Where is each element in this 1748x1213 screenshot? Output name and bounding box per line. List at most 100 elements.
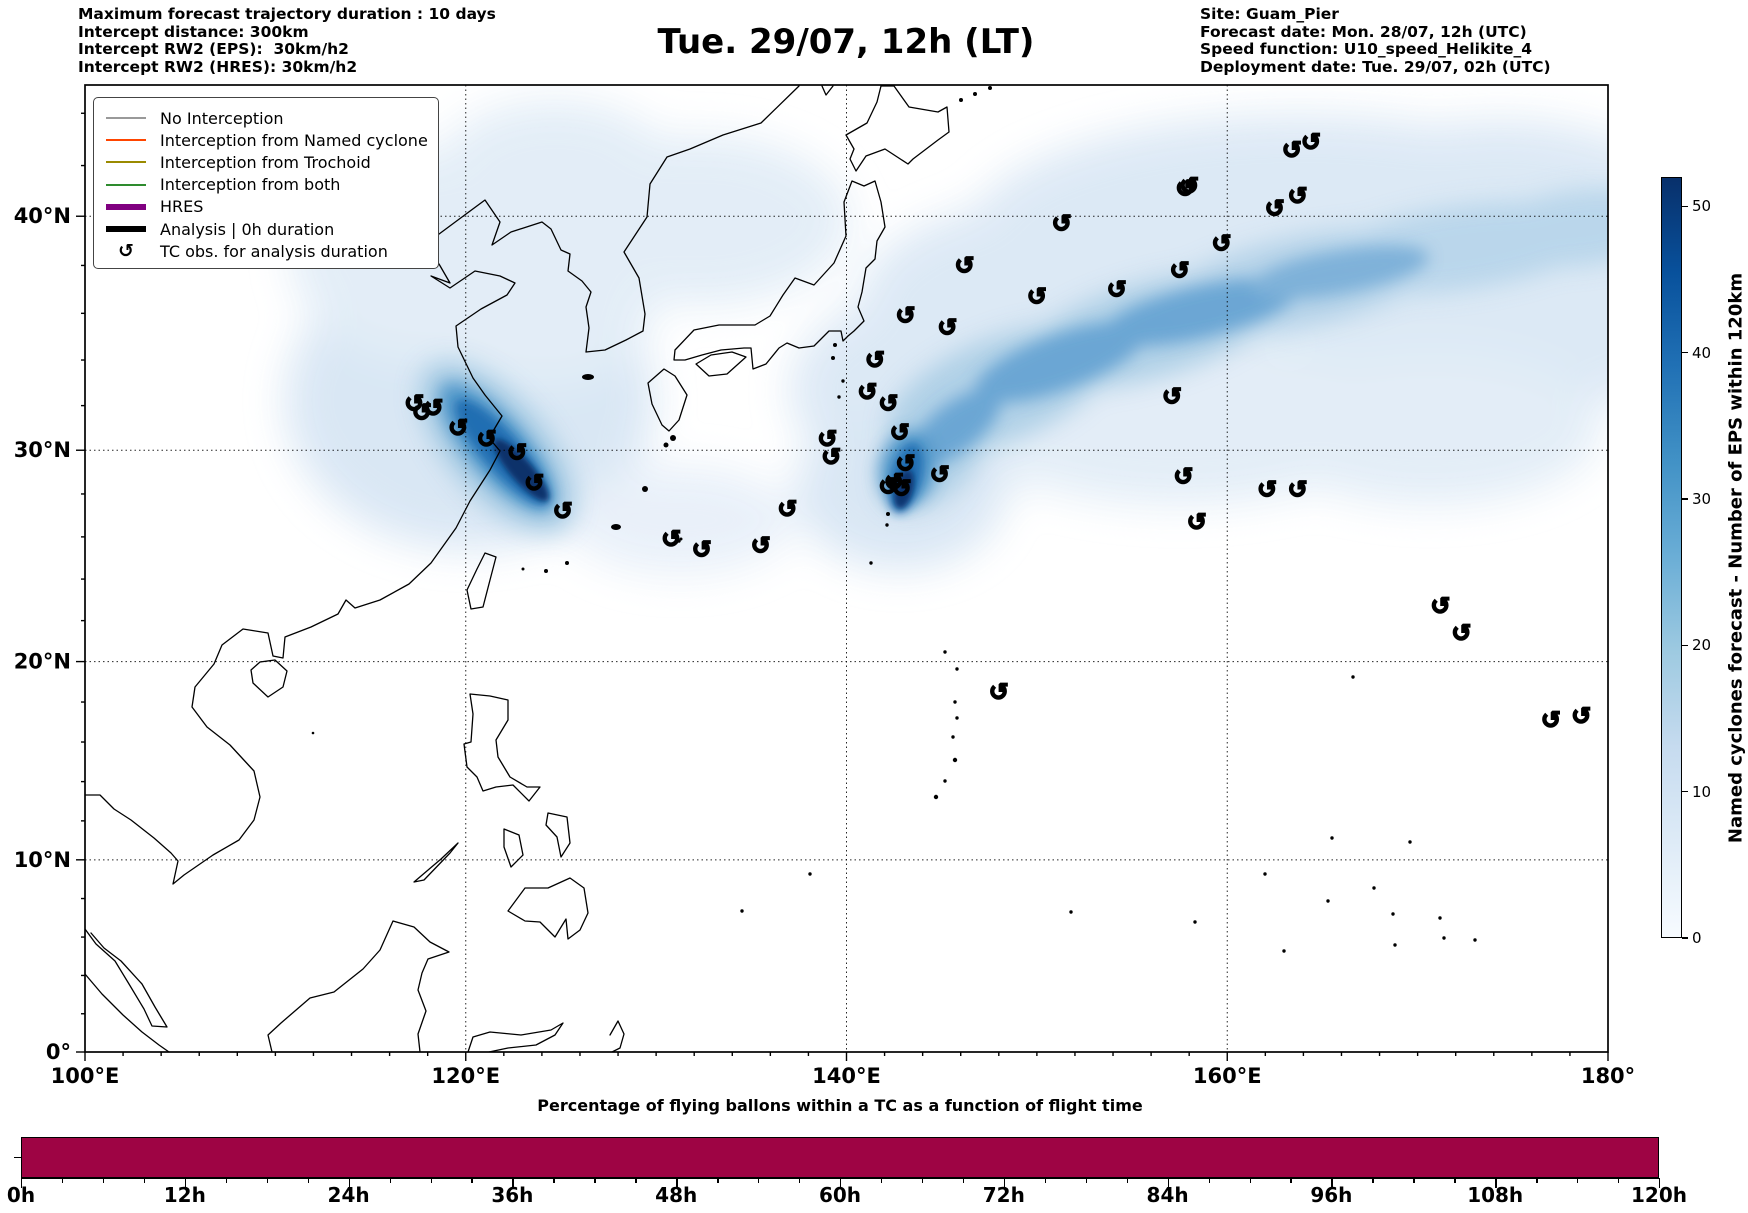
tc-obs-markers: ↺↺↺↺ ↺↺↺↺ ↺↺↺ ↺↺↺ ↺↺↺↺↺↺↺ ↺↺↺↺↺↺↺↺↺ ↺ ↺↺↺↺↺↺ ↺ ↺↺… <box>403 127 1592 734</box>
coastline-halmahera <box>609 1020 625 1052</box>
tc-obs-icon: ↺ <box>1162 383 1182 411</box>
header-line: Intercept RW2 (EPS): 30km/h2 <box>78 40 349 58</box>
tc-obs-icon: ↺ <box>892 475 912 503</box>
bottom-x-minor-tick <box>553 1178 555 1183</box>
tc-obs-icon: ↺ <box>423 394 443 422</box>
legend-item: No Interception <box>106 107 428 129</box>
legend-item-label: Interception from both <box>160 175 341 195</box>
bottom-x-major-tick <box>512 1178 514 1188</box>
y-tick-label: 20°N <box>14 650 71 674</box>
coastline-kyushu <box>647 368 688 432</box>
bottom-x-minor-tick <box>1577 1178 1579 1183</box>
tc-obs-icon: ↺ <box>1187 508 1207 536</box>
colorbar-tick-label: 40 <box>1692 343 1712 362</box>
colorbar-tick <box>1682 644 1688 646</box>
y-tick-label: 10°N <box>14 848 71 872</box>
tc-obs-icon: ↺ <box>937 313 957 341</box>
tc-obs-icon: ↺ <box>412 398 432 426</box>
small-islands <box>311 86 1477 953</box>
bottom-x-minor-tick <box>799 1178 801 1183</box>
tc-obs-icon: ↺ <box>1430 592 1450 620</box>
coastline-sumatra <box>85 973 170 1052</box>
colorbar-tick-label: 50 <box>1692 197 1712 216</box>
bottom-x-minor-tick <box>1044 1178 1047 1183</box>
y-tick-label: 40°N <box>14 204 71 228</box>
tc-obs-icon: ↺ <box>692 536 712 564</box>
bottom-x-tick-label: 108h <box>1467 1183 1524 1207</box>
colorbar-tick <box>1682 498 1688 500</box>
tc-obs-icon: ↺ <box>1265 195 1285 223</box>
legend-item: Interception from both <box>106 174 428 196</box>
bottom-x-minor-tick <box>1372 1178 1374 1183</box>
tc-obs-icon: ↺ <box>777 495 797 523</box>
map-axis-ticks: 100°E 120°E 140°E 160°E 180° 0° 10°N 20°N 30°N 40… <box>14 112 1635 1088</box>
coastline-samar <box>545 812 571 858</box>
tc-obs-icon: ↺ <box>448 414 468 442</box>
tc-obs-icon: ↺ <box>890 419 910 447</box>
tc-obs-icon: ↺ <box>865 346 885 374</box>
legend-line-swatch <box>106 161 146 164</box>
tc-obs-icon: ↺ <box>751 531 771 559</box>
colorbar-tick-label: 10 <box>1692 782 1712 801</box>
legend-line-swatch <box>106 183 146 186</box>
tc-obs-icon: ↺ <box>1257 476 1277 504</box>
header-line: Maximum forecast trajectory duration : 1… <box>78 5 496 23</box>
legend-item-label: Interception from Named cyclone <box>160 130 428 150</box>
tc-obs-icon: ↺ <box>1211 229 1231 257</box>
x-tick-label: 140°E <box>812 1064 881 1088</box>
coastline-sakhalin-tip <box>821 85 834 96</box>
bottom-x-minor-tick <box>1208 1178 1210 1183</box>
bottom-x-minor-tick <box>102 1178 105 1183</box>
bottom-x-minor-tick <box>635 1178 637 1183</box>
bottom-x-minor-tick <box>962 1178 965 1183</box>
header-line: Forecast date: Mon. 28/07, 12h (UTC) <box>1200 22 1527 41</box>
tc-obs-icon: ↺ <box>661 525 681 553</box>
header-line: Intercept distance: 300km <box>78 22 309 41</box>
tc-obs-icon: ↺ <box>477 425 497 453</box>
colorbar <box>1661 177 1682 938</box>
tc-obs-icon: ↺ <box>930 460 950 488</box>
density-plume-field <box>285 100 1608 575</box>
legend-item: Analysis | 0h duration <box>106 218 428 240</box>
tc-obs-icon: ↺ <box>1052 210 1072 238</box>
colorbar-tick <box>1682 351 1688 354</box>
header-left-block: Maximum forecast trajectory duration : 1… <box>78 5 496 76</box>
tc-obs-icon: ↺ <box>1288 182 1308 210</box>
bottom-x-tick-label: 72h <box>982 1183 1025 1207</box>
tc-obs-icon: ↺ <box>1175 175 1195 203</box>
bottom-x-minor-tick <box>61 1178 64 1183</box>
bottom-x-major-tick <box>21 1178 23 1188</box>
tc-obs-icon: ↺ <box>895 302 915 330</box>
bottom-x-minor-tick <box>225 1178 228 1183</box>
bottom-x-major-tick <box>1495 1178 1497 1188</box>
colorbar-tick <box>1682 937 1688 939</box>
coastline-luzon <box>463 693 541 802</box>
bottom-x-tick-label: 36h <box>491 1183 534 1207</box>
colorbar-tick-label: 20 <box>1692 636 1712 655</box>
legend-line-swatch <box>106 226 146 233</box>
tc-obs-icon: ↺ <box>404 389 424 417</box>
bottom-x-minor-tick <box>471 1178 473 1183</box>
tc-obs-icon: ↺ <box>878 472 898 500</box>
bottom-x-tick-label: 0h <box>6 1183 36 1207</box>
bottom-x-major-tick <box>1331 1178 1333 1188</box>
tc-obs-icon: ↺ <box>1571 702 1591 730</box>
tc-obs-icon: ↺ <box>1282 136 1302 164</box>
tc-obs-icon: ↺ <box>817 425 837 453</box>
coastlines <box>85 85 1477 1052</box>
bottom-x-tick-label: 60h <box>818 1183 862 1207</box>
bottom-x-minor-tick <box>1536 1178 1538 1183</box>
bottom-x-minor-tick <box>1249 1178 1251 1183</box>
tc-obs-icon: ↺ <box>1541 706 1561 734</box>
bottom-x-major-tick <box>1167 1178 1169 1188</box>
bottom-x-tick-label: 96h <box>1310 1183 1353 1207</box>
tc-obs-icon: ↺ <box>1451 619 1471 647</box>
bottom-x-tick-label: 120h <box>1631 1183 1687 1207</box>
legend-item-label: Interception from Trochoid <box>160 152 371 172</box>
legend-line-swatch <box>106 203 146 210</box>
bottom-x-major-tick <box>1659 1178 1661 1188</box>
coastline-panay-negros <box>503 828 524 868</box>
coastline-honshu <box>673 180 886 370</box>
tc-obs-icon: ↺ <box>954 251 974 279</box>
